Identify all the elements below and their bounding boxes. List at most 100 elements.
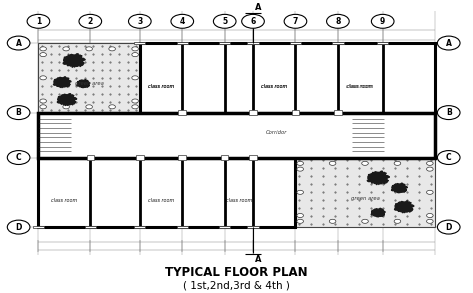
Bar	[185, 189, 189, 196]
Bar	[123, 202, 127, 209]
Text: 4: 4	[180, 17, 185, 26]
Bar	[280, 47, 285, 54]
Text: class room: class room	[148, 84, 174, 89]
Text: green area: green area	[350, 196, 379, 201]
Text: class room: class room	[148, 198, 174, 203]
Bar	[218, 216, 222, 223]
Bar	[62, 202, 67, 209]
Bar	[113, 216, 117, 223]
Bar	[358, 61, 362, 68]
Bar	[243, 176, 245, 183]
Bar	[123, 176, 127, 183]
Bar	[159, 189, 163, 196]
Bar	[142, 47, 147, 54]
Text: 5: 5	[222, 17, 227, 26]
Circle shape	[394, 161, 401, 165]
Bar	[178, 110, 186, 115]
Bar	[193, 74, 197, 81]
Bar	[185, 61, 189, 68]
Bar	[193, 101, 197, 108]
Text: class room: class room	[346, 84, 372, 89]
Bar	[175, 216, 180, 223]
Text: 9: 9	[380, 17, 385, 26]
Bar	[210, 162, 214, 169]
Bar	[185, 202, 189, 209]
Circle shape	[40, 53, 46, 57]
Bar	[151, 61, 155, 68]
Bar	[167, 202, 171, 209]
Bar	[38, 113, 435, 158]
Text: ( 1st,2nd,3rd & 4th ): ( 1st,2nd,3rd & 4th )	[183, 280, 290, 290]
Bar	[41, 176, 46, 183]
Bar	[377, 42, 388, 44]
Bar	[82, 176, 88, 183]
Bar	[237, 216, 240, 223]
Bar	[218, 189, 222, 196]
Bar	[376, 61, 380, 68]
Bar	[175, 176, 180, 183]
Bar	[142, 101, 147, 108]
Bar	[367, 74, 371, 81]
Bar	[296, 158, 435, 227]
Bar	[175, 189, 180, 196]
Bar	[159, 216, 163, 223]
Bar	[315, 88, 319, 95]
Bar	[248, 162, 251, 169]
Bar	[87, 155, 94, 160]
Bar	[289, 101, 293, 108]
Bar	[247, 42, 259, 44]
Bar	[201, 101, 206, 108]
Bar	[151, 216, 155, 223]
Bar	[52, 162, 57, 169]
Bar	[255, 74, 260, 81]
Bar	[323, 74, 327, 81]
Bar	[39, 114, 71, 156]
Bar	[201, 47, 206, 54]
Circle shape	[297, 167, 304, 171]
Bar	[159, 88, 163, 95]
Bar	[113, 176, 117, 183]
Text: 3: 3	[137, 17, 142, 26]
Bar	[298, 47, 302, 54]
Bar	[289, 61, 293, 68]
Polygon shape	[394, 201, 414, 213]
Bar	[248, 202, 251, 209]
Bar	[248, 189, 251, 196]
Bar	[349, 74, 354, 81]
Bar	[151, 176, 155, 183]
Bar	[367, 101, 371, 108]
Bar	[136, 155, 144, 160]
Bar	[341, 47, 345, 54]
Bar	[123, 216, 127, 223]
Bar	[123, 162, 127, 169]
Circle shape	[329, 161, 336, 165]
Circle shape	[427, 214, 433, 217]
Bar	[132, 216, 137, 223]
Bar	[255, 88, 260, 95]
Bar	[210, 189, 214, 196]
Bar	[248, 216, 251, 223]
Bar	[341, 88, 345, 95]
Circle shape	[362, 219, 368, 223]
Bar	[349, 101, 354, 108]
Bar	[210, 176, 214, 183]
Circle shape	[438, 106, 460, 120]
Bar	[175, 202, 180, 209]
Bar	[82, 189, 88, 196]
Bar	[72, 162, 77, 169]
Bar	[210, 47, 214, 54]
Circle shape	[132, 47, 139, 51]
Bar	[307, 74, 310, 81]
Bar	[247, 226, 259, 228]
Bar	[298, 88, 302, 95]
Bar	[175, 47, 180, 54]
Bar	[113, 202, 117, 209]
Bar	[227, 176, 230, 183]
Circle shape	[427, 219, 433, 223]
Bar	[218, 88, 222, 95]
Text: D: D	[446, 223, 452, 231]
Bar	[93, 176, 98, 183]
Bar	[167, 162, 171, 169]
Bar	[113, 189, 117, 196]
Text: 7: 7	[293, 17, 298, 26]
